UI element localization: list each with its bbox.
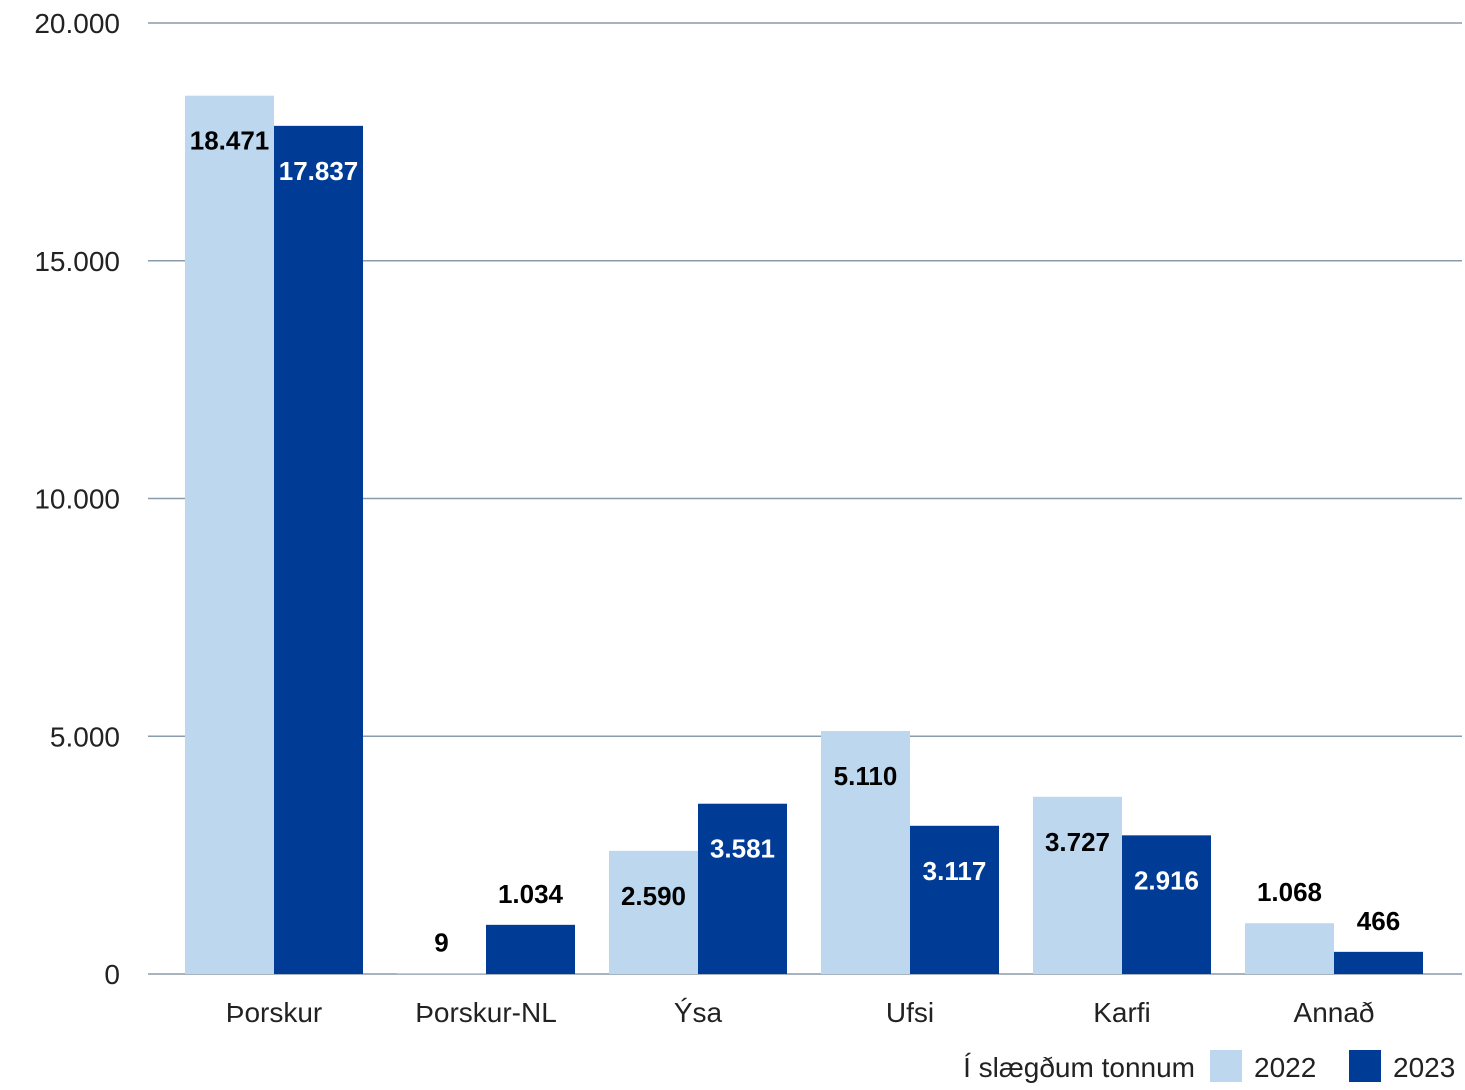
value-label-2023: 17.837 — [279, 156, 359, 186]
y-tick-label: 15.000 — [34, 246, 120, 277]
x-axis-ticks: Þorskur Þorskur-NL Ýsa Ufsi Karfi Annað — [226, 997, 1375, 1028]
legend-label-2022: 2022 — [1254, 1052, 1316, 1083]
gridlines — [148, 22, 1462, 975]
x-tick-label: Karfi — [1093, 997, 1151, 1028]
legend-caption: Í slægðum tonnum — [963, 1052, 1195, 1083]
value-label-2023: 2.916 — [1134, 865, 1199, 895]
value-label-2022: 3.727 — [1045, 827, 1110, 857]
bar-2022 — [609, 850, 698, 974]
legend-label-2023: 2023 — [1393, 1052, 1455, 1083]
bar-2023 — [486, 924, 575, 974]
y-tick-label: 10.000 — [34, 484, 120, 515]
bar-2023 — [1334, 951, 1423, 974]
bar-2022 — [185, 95, 274, 974]
bar-2022 — [1245, 923, 1334, 974]
value-label-2023: 3.581 — [710, 834, 775, 864]
value-label-2023: 3.117 — [923, 856, 987, 886]
legend-swatch-2023 — [1349, 1050, 1381, 1082]
value-label-2023: 466 — [1357, 906, 1400, 936]
bars — [185, 95, 1423, 974]
bar-2022 — [1033, 796, 1122, 974]
legend: Í slægðum tonnum 2022 2023 — [963, 1050, 1455, 1083]
value-label-2022: 5.110 — [834, 761, 898, 791]
bar-2023 — [698, 803, 787, 974]
bar-2022 — [821, 731, 910, 974]
value-label-2022: 1.068 — [1257, 877, 1322, 907]
value-label-2022: 9 — [434, 928, 448, 958]
y-axis-ticks: 0 5.000 10.000 15.000 20.000 — [34, 8, 120, 990]
bar-2023 — [1122, 835, 1211, 974]
legend-swatch-2022 — [1210, 1050, 1242, 1082]
x-tick-label: Þorskur-NL — [415, 997, 557, 1028]
bar-2023 — [274, 125, 363, 974]
y-tick-label: 5.000 — [50, 721, 120, 752]
x-tick-label: Ýsa — [674, 997, 723, 1028]
x-tick-label: Ufsi — [886, 997, 934, 1028]
value-label-2022: 18.471 — [190, 126, 270, 156]
value-label-2022: 2.590 — [621, 881, 686, 911]
data-labels: 18.471 17.837 9 1.034 2.590 3.581 5.110 3.117 3.… — [190, 126, 1400, 958]
y-tick-label: 0 — [104, 959, 120, 990]
y-tick-label: 20.000 — [34, 8, 120, 39]
bar-2023 — [910, 825, 999, 974]
value-label-2023: 1.034 — [498, 879, 564, 909]
x-tick-label: Annað — [1294, 997, 1375, 1028]
x-tick-label: Þorskur — [226, 997, 322, 1028]
